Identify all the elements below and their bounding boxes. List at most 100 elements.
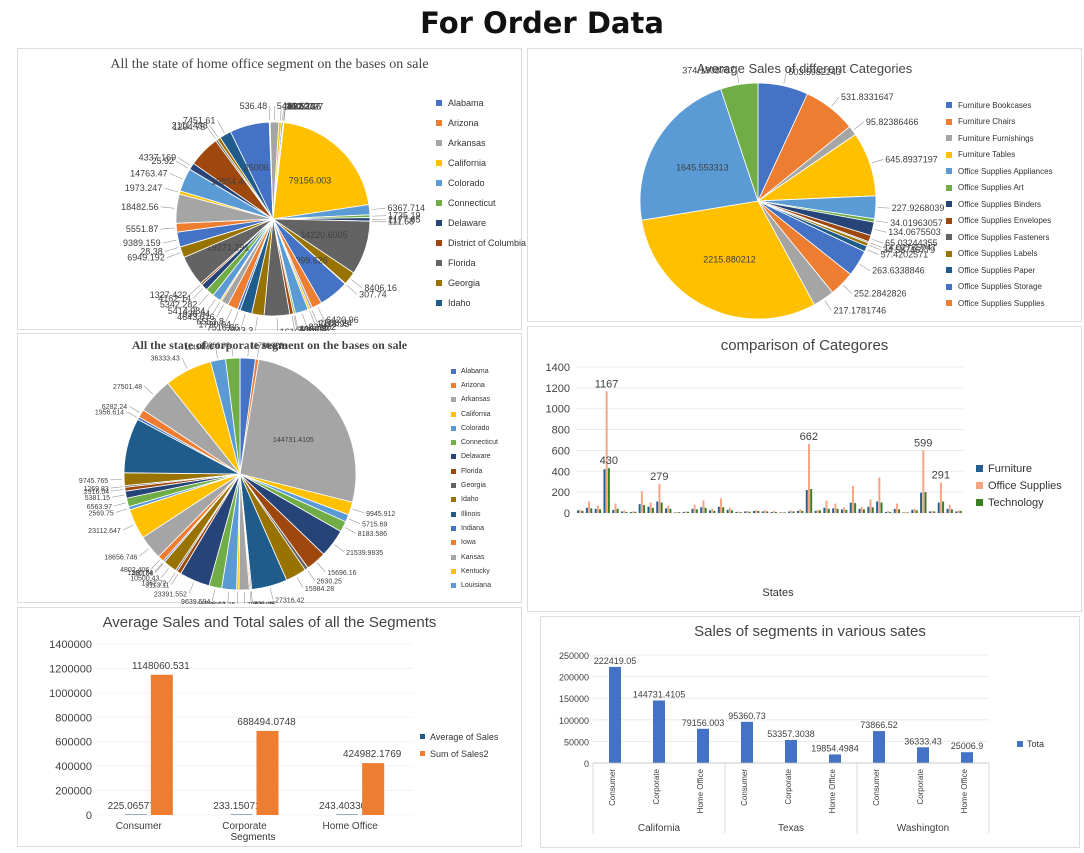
legend-swatch [946,250,952,257]
leader-line [870,242,882,248]
bar [669,508,672,513]
bar [722,507,725,513]
data-label: 10969.38 [201,342,230,349]
pie-slice [225,357,241,475]
bar [757,510,760,513]
legend-label: Idaho [448,298,471,308]
data-label: 3113.11 [145,582,169,589]
leader-line [143,385,154,395]
bar [955,511,958,513]
legend-item: Office Supplies Labels [946,246,1053,263]
data-label: 5342.282 [160,300,198,310]
legend-item: Arkansas [436,133,526,153]
bar [862,509,865,513]
data-label: 412.34 [287,102,315,112]
leader-line [309,310,316,325]
y-tick-label: 400000 [55,761,92,773]
y-tick-label: 0 [584,759,589,769]
legend-label: Arkansas [448,138,486,148]
legend-label: Office Supplies Labels [958,249,1038,259]
legend-label: District of Columbia [448,238,527,248]
bar [924,492,927,513]
data-label: 14.02785047 [884,242,937,252]
data-label: 121.257 [288,102,321,112]
data-label: 263.6338846 [872,266,925,276]
legend-label: Office Supplies Storage [958,282,1042,292]
legend-label: Idaho [461,496,479,504]
legend-item: Idaho [451,493,498,507]
data-label: 1167 [595,378,619,390]
group-label: California [638,823,681,834]
data-label: 106.08 [299,324,327,331]
pie-slice [720,82,759,202]
leader-line [215,346,218,359]
legend-item: Arkansas [451,393,498,407]
bar [678,512,681,513]
data-label: 7451.61 [183,116,216,126]
leader-line [171,574,179,585]
leader-line [344,527,356,534]
y-tick-label: 50000 [564,737,589,747]
legend-swatch [436,240,442,246]
data-label: 252.2842826 [854,289,907,299]
data-label: 15696.16 [327,570,356,577]
leader-line [283,106,286,121]
data-label: 1956.614 [95,409,124,416]
legend-label: Arizona [448,118,479,128]
leader-line [227,591,230,604]
data-label: 662 [800,431,818,443]
data-label: 1720.04 [199,320,232,330]
data-label: 95360.73 [728,711,766,721]
legend-label: Furniture Tables [958,150,1016,160]
y-tick-label: 800000 [55,712,92,724]
data-label: 2916.04 [84,489,109,496]
bar [735,511,738,513]
legend-swatch [451,525,456,531]
data-label: 6553.8 [196,317,224,327]
y-tick-label: 100000 [559,716,589,726]
bar [612,509,615,513]
legend-item: Office Supplies [976,477,1062,494]
bar [893,508,896,513]
data-label: 936.94 [183,309,211,319]
leader-line [346,284,358,295]
x-tick-label: Corporate [916,768,925,804]
legend-label: Furniture Furnishings [958,133,1034,143]
chart-title: All the state of home office segment on … [110,57,429,72]
x-tick-label: Home Office [960,768,969,813]
data-label: 2177.65 [388,214,421,224]
leader-line [169,173,183,180]
data-label: 6282.24 [102,404,127,411]
bar [704,507,707,513]
data-label: 503.5982243 [788,67,841,77]
bar [682,511,685,513]
chart-title: All the state of corporate segment on th… [131,338,408,352]
bar [737,511,740,513]
bar [693,504,696,513]
legend-item: Idaho [436,293,526,313]
data-label: 6367.714 [387,203,425,213]
bar [667,505,670,513]
legend-label: Alabama [448,98,484,108]
legend-item: Furniture Tables [946,147,1053,164]
bar [656,501,659,513]
leader-line [824,300,832,311]
y-tick-label: 600000 [55,737,92,749]
data-label: 6563.97 [87,504,112,511]
legend-swatch [946,102,952,109]
bar [854,503,857,513]
legend-label: Furniture Bookcases [958,100,1032,110]
data-label: 1266.74 [127,570,152,577]
bar [230,814,253,815]
data-label: 1973.247 [125,183,163,193]
leader-line [249,591,252,604]
chart-title: Average Sales of different Categories [696,61,913,76]
legend-swatch [451,425,456,431]
legend-swatch [946,201,952,208]
bar [124,814,147,815]
bar [816,509,819,513]
states-bar-chart: 0 50000 100000 150000 200000 250000 222419.05 C… [559,651,990,834]
bar [950,509,953,513]
bar [684,511,687,513]
legend-swatch [451,411,456,417]
